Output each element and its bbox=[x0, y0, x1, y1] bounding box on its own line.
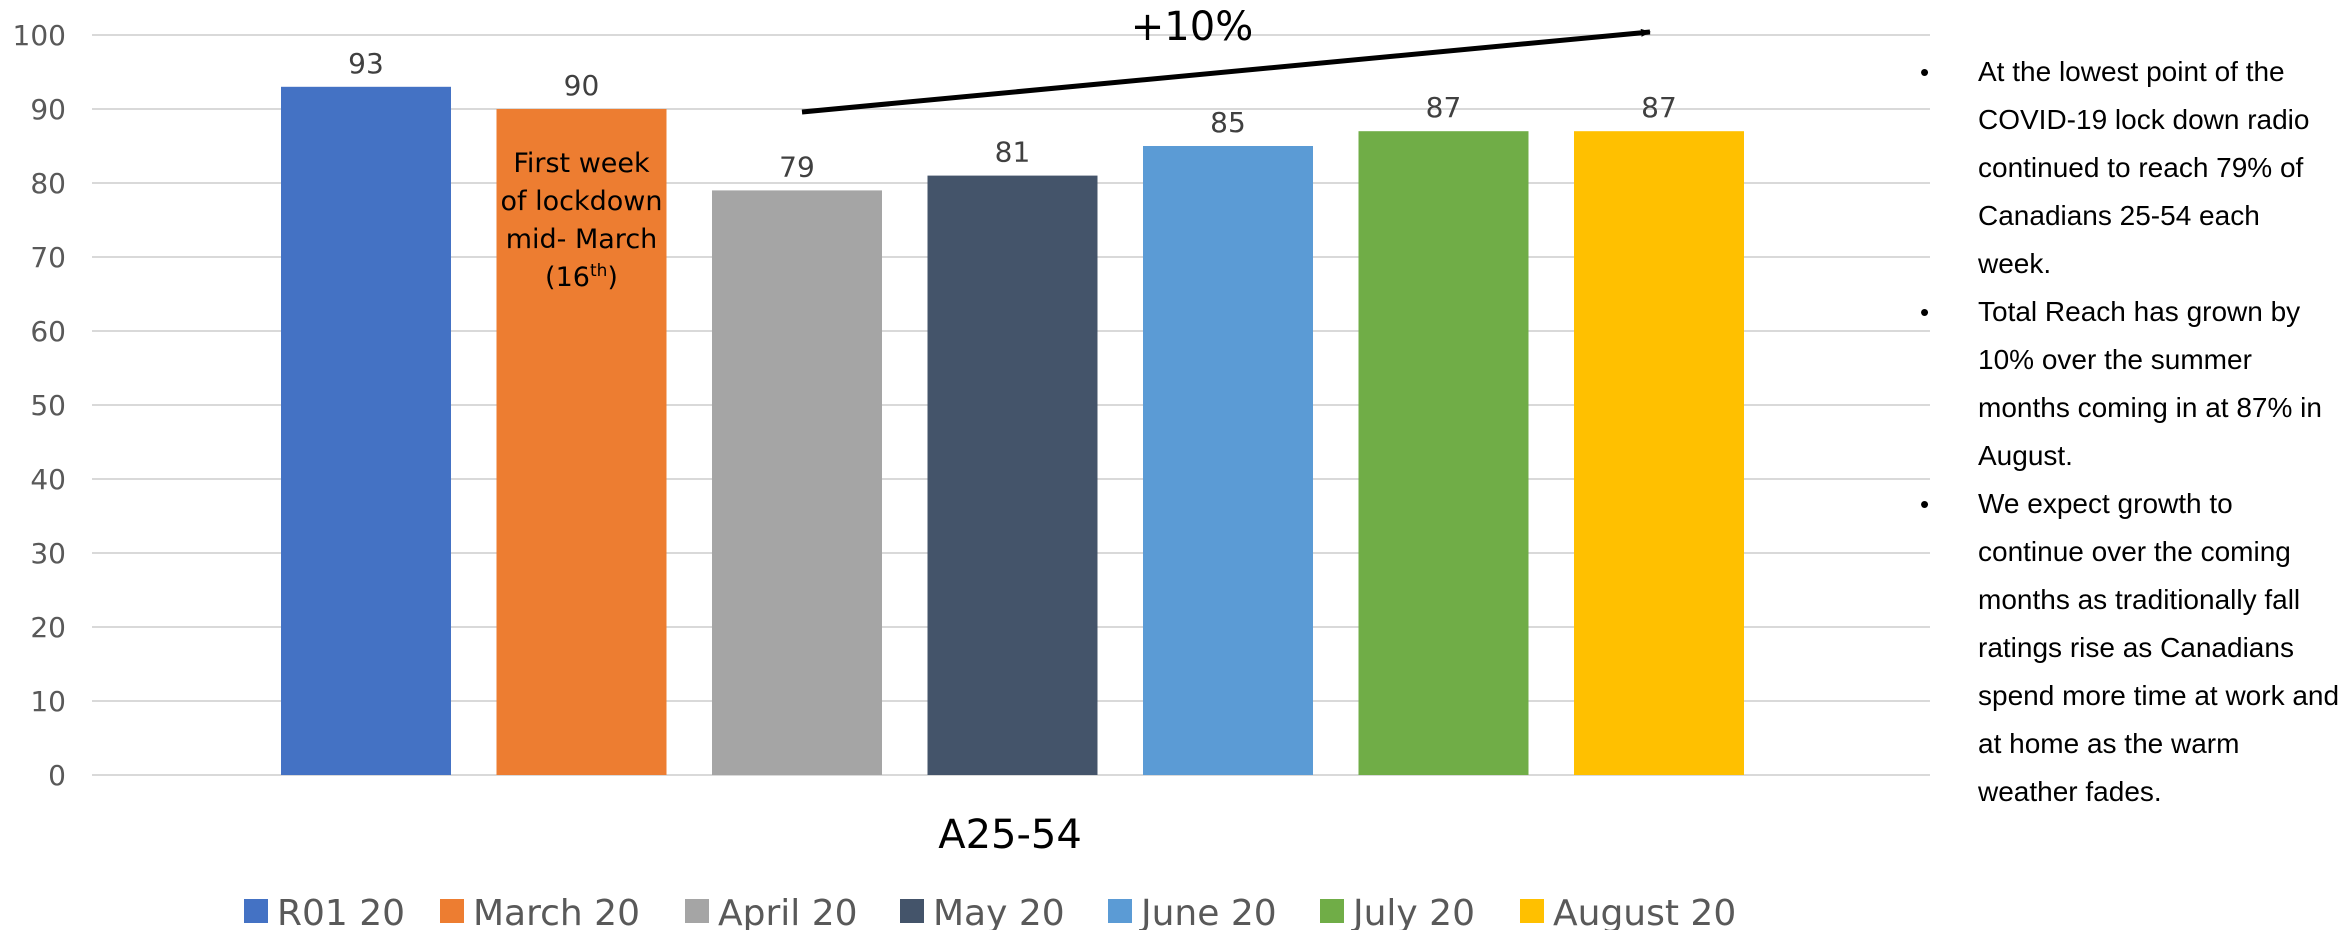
bullet-icon: • bbox=[1920, 57, 1930, 87]
y-tick-label: 50 bbox=[30, 389, 66, 422]
legend-swatch bbox=[440, 899, 464, 923]
bars bbox=[281, 86, 1744, 776]
legend-label: June 20 bbox=[1139, 893, 1277, 930]
annotation-date-superscript: th bbox=[590, 261, 607, 281]
legend-swatch bbox=[1520, 899, 1544, 923]
bar-august-20 bbox=[1574, 131, 1744, 775]
y-tick-label: 80 bbox=[30, 167, 66, 200]
annotation-date-close: ) bbox=[607, 262, 618, 293]
y-tick-label: 100 bbox=[13, 19, 66, 52]
y-tick-label: 10 bbox=[30, 685, 66, 718]
bar-r01-20 bbox=[281, 86, 451, 776]
legend-label: July 20 bbox=[1351, 893, 1475, 930]
data-label: 87 bbox=[1641, 91, 1677, 124]
bullet-icon: • bbox=[1920, 297, 1930, 327]
data-label: 87 bbox=[1426, 91, 1462, 124]
legend-swatch bbox=[685, 899, 709, 923]
legend-label: R01 20 bbox=[277, 893, 405, 930]
y-tick-label: 40 bbox=[30, 463, 66, 496]
bar-march-20 bbox=[496, 109, 667, 775]
data-label: 90 bbox=[564, 69, 600, 102]
bar-april-20 bbox=[712, 190, 882, 775]
annotations: First week of lockdown mid- March (16th) +10… bbox=[501, 4, 1651, 293]
bullet-item: • At the lowest point of the COVID-19 lo… bbox=[1920, 48, 2340, 288]
y-tick-label: 0 bbox=[48, 759, 66, 792]
data-label: 81 bbox=[995, 136, 1031, 169]
bullet-item: • We expect growth to continue over the … bbox=[1920, 480, 2340, 816]
growth-arrow bbox=[801, 28, 1651, 115]
annotation-march-line-3: mid- March bbox=[506, 224, 658, 255]
bullet-text: We expect growth to continue over the co… bbox=[1978, 488, 2340, 807]
y-tick-label: 20 bbox=[30, 611, 66, 644]
annotation-march-line-2: of lockdown bbox=[501, 186, 663, 217]
bar-june-20 bbox=[1143, 146, 1313, 775]
y-tick-label: 90 bbox=[30, 93, 66, 126]
legend-swatch bbox=[900, 899, 924, 923]
annotation-march-line-4: (16th) bbox=[545, 261, 618, 293]
growth-label: +10% bbox=[1131, 4, 1253, 50]
bullet-item: • Total Reach has grown by 10% over the … bbox=[1920, 288, 2340, 480]
annotation-march-line-1: First week bbox=[513, 148, 650, 179]
bullet-text: Total Reach has grown by 10% over the su… bbox=[1978, 296, 2322, 471]
data-label: 85 bbox=[1210, 106, 1246, 139]
annotation-date-part: (16 bbox=[545, 262, 590, 293]
commentary-list: • At the lowest point of the COVID-19 lo… bbox=[1920, 48, 2340, 816]
y-tick-label: 60 bbox=[30, 315, 66, 348]
legend-label: March 20 bbox=[473, 893, 640, 930]
legend-label: April 20 bbox=[718, 893, 858, 930]
y-tick-label: 30 bbox=[30, 537, 66, 570]
data-label: 93 bbox=[348, 47, 384, 80]
legend-swatch bbox=[1320, 899, 1344, 923]
bar-july-20 bbox=[1358, 131, 1529, 775]
bullet-icon: • bbox=[1920, 489, 1930, 519]
bar-may-20 bbox=[927, 175, 1098, 776]
x-category-label: A25-54 bbox=[938, 812, 1082, 858]
data-label: 79 bbox=[779, 150, 815, 183]
legend-label: May 20 bbox=[933, 893, 1065, 930]
y-axis-ticks: 0 10 20 30 40 50 60 70 80 90 100 bbox=[13, 19, 66, 792]
bar-chart: 0 10 20 30 40 50 60 70 80 90 100 93 90 79 81 85 87 87 Fi… bbox=[13, 4, 1930, 930]
data-labels: 93 90 79 81 85 87 87 bbox=[348, 47, 1677, 184]
bullet-text: At the lowest point of the COVID-19 lock… bbox=[1978, 56, 2310, 279]
legend: R01 20 March 20 April 20 May 20 June 20 July … bbox=[244, 893, 1736, 930]
legend-swatch bbox=[1108, 899, 1132, 923]
legend-label: August 20 bbox=[1553, 893, 1736, 930]
y-tick-label: 70 bbox=[30, 241, 66, 274]
legend-swatch bbox=[244, 899, 268, 923]
